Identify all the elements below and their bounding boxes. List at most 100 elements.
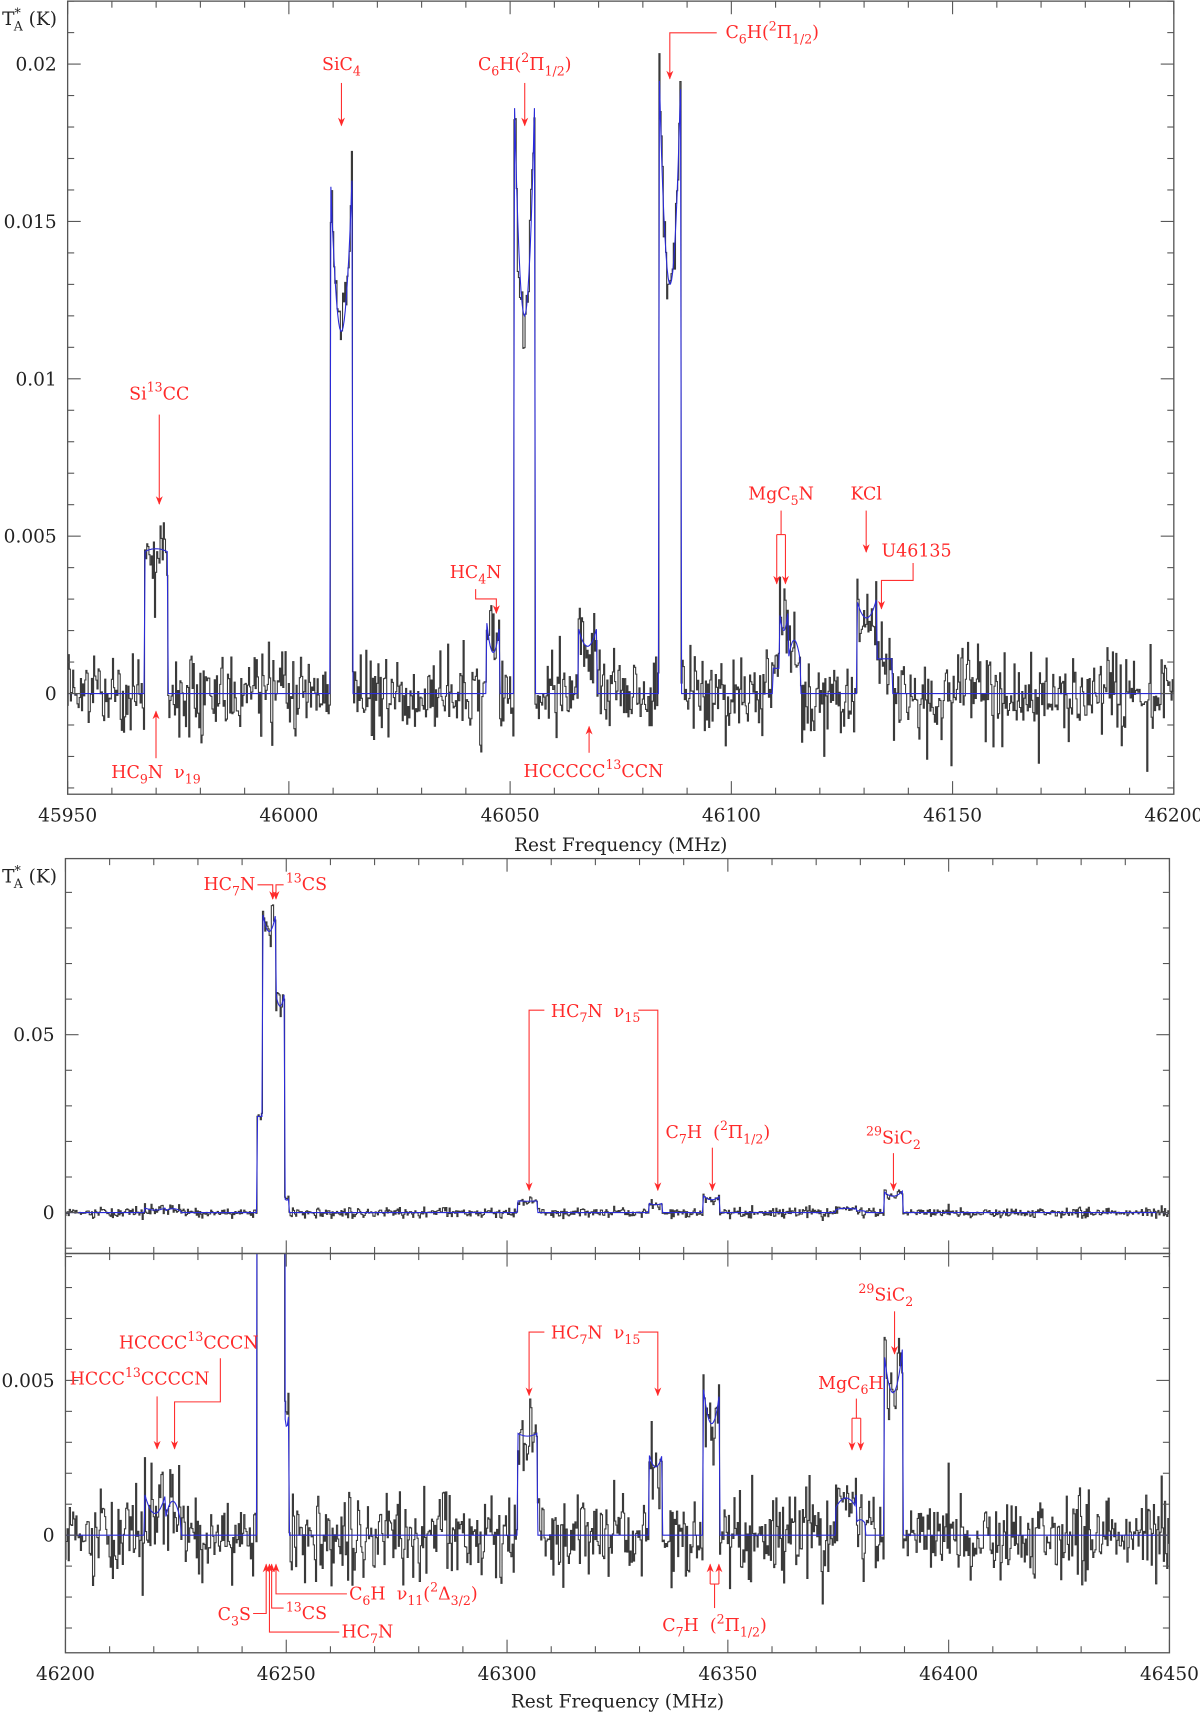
annotation-label: KCl [850,485,882,505]
observed-spectrum-line [65,904,1170,1221]
line-annotation: HC7N ν15 [525,1002,662,1192]
x-tick-label: 46200 [36,1664,95,1685]
x-tick-label: 46100 [702,806,761,827]
line-annotation: HC7N [203,875,277,900]
spectrum-panel-2: 0 0.05 T* A (K) HC7N 13CS HC7N ν15 C7H (2Π1/2) 2… [2,857,1171,1255]
annotation-label: 13CS [286,871,327,896]
annotation-label: 29SiC2 [866,1124,921,1152]
annotation-label: C7H (2Π1/2) [662,1611,767,1639]
x-tick-label: 46350 [698,1664,757,1685]
plot-frame [64,1252,1171,1654]
line-annotation: HC7N [265,1563,393,1646]
x-axis-title: Rest Frequency (MHz) [514,835,727,856]
x-tick-label: 46300 [478,1664,537,1685]
y-axis-title: T* A (K) [2,863,57,891]
y-tick-label: 0.015 [4,212,57,233]
plot-frame [64,857,1171,1255]
annotation-arrow [525,1009,545,1192]
annotation-label: HC7N ν15 [551,1002,640,1025]
model-fit-line [65,914,1170,1214]
line-annotation: 13CS [272,871,327,900]
annotation-label: HC7N [203,875,255,898]
line-annotation: 29SiC2 [866,1124,921,1192]
x-tick-label: 46400 [919,1664,978,1685]
y-axis-title: T* A (K) [2,6,57,34]
y-tick-label: 0.05 [13,1025,54,1046]
annotation-label: C6H(2Π1/2) [725,19,819,47]
spectrum-panel-1: 45950 46000 46050 46100 46150 46200 0 0.005 0.01… [2,0,1200,856]
y-tick-label: 0 [45,684,57,705]
x-tick-label: 46450 [1140,1664,1199,1685]
line-annotation: C3S [218,1563,270,1629]
annotation-arrow [272,884,284,900]
annotation-arrow [877,562,914,610]
annotation-arrow [638,1009,662,1192]
annotation-label: C6H ν11(2Δ3/2) [349,1580,478,1608]
annotation-label: MgC5N [748,485,814,508]
plot-frame [66,0,1175,795]
y-tick-label: 0.01 [15,369,56,390]
observed-spectrum-line [65,1253,1170,1605]
y-tick-label: 0.005 [4,527,57,548]
annotation-label: MgC6H [818,1374,884,1397]
annotation-arrow [171,1358,221,1450]
y-tick-label: 0 [43,1203,55,1224]
annotation-label: HC7N ν15 [551,1324,640,1347]
annotation-label: HCCCCC13CCN [524,757,664,782]
line-annotation: HCCC13CCCCN [70,1365,210,1450]
annotation-label: HCCCC13CCCN [119,1329,259,1354]
annotation-label: HC7N [341,1623,393,1646]
line-annotation: MgC6H [818,1374,884,1451]
y-tick-label: 0 [43,1526,55,1547]
x-tick-label: 46050 [481,806,540,827]
annotation-arrow [475,589,500,615]
annotation-label: C3S [218,1605,251,1628]
x-tick-label: 46150 [923,806,982,827]
line-annotation: Si13CC [129,380,189,505]
line-annotation: HCCCC13CCCN [119,1329,259,1450]
annotation-label: HCCC13CCCCN [70,1365,210,1390]
annotation-arrow [666,32,717,80]
line-annotation: 29SiC2 [858,1281,913,1355]
y-tick-label: 0.005 [1,1371,54,1392]
x-tick-label: 46200 [1144,806,1200,827]
annotation-label: C6H(2Π1/2) [478,50,572,78]
line-annotation: HC7N ν15 [525,1324,662,1397]
line-annotation: MgC5N [748,485,814,585]
annotation-label: 29SiC2 [858,1281,913,1309]
annotation-label: U46135 [881,541,951,561]
line-annotation: 13CS [268,1563,327,1624]
annotation-arrow [272,1563,347,1595]
line-annotation: C7H (2Π1/2) [662,1563,767,1639]
x-tick-label: 46000 [259,806,318,827]
annotation-label: C7H (2Π1/2) [666,1118,771,1146]
line-annotation: U46135 [877,541,952,610]
annotation-label: Si13CC [129,380,189,405]
annotation-label: HC9N ν19 [111,763,200,786]
annotation-label: SiC4 [322,55,361,78]
line-annotation: KCl [850,485,882,553]
line-annotation: C6H(2Π1/2) [478,50,572,127]
annotation-arrow [265,1563,340,1633]
annotation-arrow [268,1563,284,1609]
line-annotation: C6H(2Π1/2) [666,19,819,80]
line-annotation: HC9N ν19 [111,710,201,786]
x-axis-title: Rest Frequency (MHz) [511,1691,724,1712]
x-tick-label: 45950 [38,806,97,827]
x-tick-label: 46250 [257,1664,316,1685]
line-annotation: C7H (2Π1/2) [666,1118,771,1192]
line-annotation: HC4N [450,563,502,615]
model-fit-line [65,1253,1170,1536]
y-tick-label: 0.02 [15,55,56,76]
observed-spectrum-line [67,53,1174,772]
annotation-arrow [257,884,277,900]
line-annotation: C6H ν11(2Δ3/2) [272,1563,478,1608]
annotation-label: 13CS [286,1599,327,1624]
line-annotation: SiC4 [322,55,361,127]
annotation-arrow [253,1563,270,1615]
model-fit-line [67,80,1174,695]
annotation-arrow [525,1331,545,1397]
annotation-label: HC4N [450,563,502,586]
